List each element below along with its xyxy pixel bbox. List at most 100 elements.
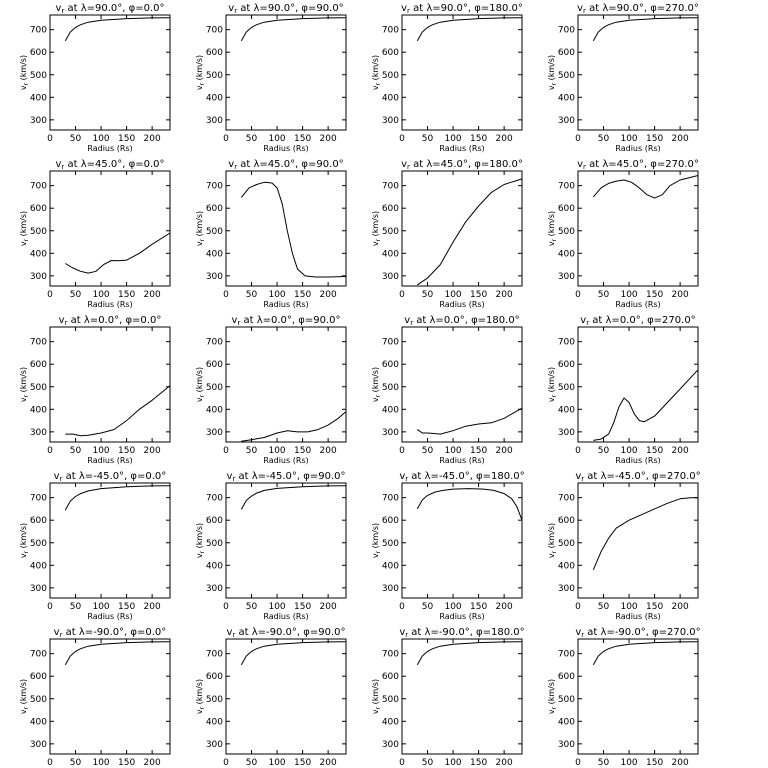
- x-axis-label: Radius (Rs): [87, 144, 132, 153]
- y-tick-label: 600: [558, 516, 575, 526]
- x-axis-label: Radius (Rs): [615, 456, 660, 465]
- y-tick-label: 300: [382, 584, 399, 594]
- x-tick-label: 150: [294, 758, 311, 768]
- chart-title: vr at λ=90.0°, φ=90.0°: [228, 3, 343, 15]
- x-tick-label: 200: [672, 446, 689, 456]
- y-tick-label: 500: [558, 227, 575, 237]
- x-axis-label: Radius (Rs): [87, 300, 132, 309]
- chart-title-text: at λ=0.0°, φ=90.0°: [240, 315, 340, 326]
- y-tick-label: 300: [206, 584, 223, 594]
- chart-title-sub: r: [61, 7, 64, 15]
- y-axis-label-sub: r: [551, 394, 558, 397]
- plot-frame: [225, 14, 347, 131]
- y-tick-label: 400: [30, 93, 47, 103]
- y-axis-label-unit: (km/s): [19, 367, 28, 395]
- y-tick-label: 400: [30, 249, 47, 259]
- y-tick-label: 400: [558, 93, 575, 103]
- y-axis-label-var: v: [195, 85, 204, 90]
- x-tick-label: 100: [268, 758, 285, 768]
- x-tick-label: 200: [144, 758, 161, 768]
- chart-title-sub: r: [405, 475, 408, 483]
- y-tick-label: 700: [382, 494, 399, 504]
- chart-panel: vr at λ=0.0°, φ=180.0°0 50 100 150 200300400…: [371, 315, 523, 465]
- x-tick-label: 0: [575, 446, 581, 456]
- y-tick-label: 400: [206, 93, 223, 103]
- y-axis-label-sub: r: [23, 82, 30, 85]
- chart-title-var: v: [577, 3, 583, 14]
- chart-panel: vr at λ=-90.0°, φ=90.0°0 50 100 150 20030040…: [195, 627, 347, 768]
- x-tick-label: 50: [70, 446, 82, 456]
- x-axis-label: Radius (Rs): [615, 612, 660, 621]
- y-axis-label-var: v: [19, 241, 28, 246]
- plot-frame: [577, 14, 699, 131]
- y-axis-label: vr (km/s): [371, 55, 382, 90]
- y-tick-label: 300: [558, 428, 575, 438]
- y-axis-label: vr (km/s): [19, 523, 30, 558]
- chart-title: vr at λ=-45.0°, φ=270.0°: [575, 471, 700, 483]
- y-tick-label: 500: [558, 71, 575, 81]
- y-tick-label: 400: [382, 717, 399, 727]
- y-axis-label-unit: (km/s): [195, 523, 204, 551]
- chart-title-text: at λ=45.0°, φ=180.0°: [410, 159, 523, 170]
- y-tick-label: 500: [30, 227, 47, 237]
- series-line: [417, 178, 523, 286]
- y-axis-label-var: v: [547, 241, 556, 246]
- y-tick-label: 400: [382, 93, 399, 103]
- y-axis-label-var: v: [19, 85, 28, 90]
- chart-title: vr at λ=-90.0°, φ=90.0°: [227, 627, 346, 639]
- y-tick-label: 600: [30, 672, 47, 682]
- y-axis-label-var: v: [371, 709, 380, 714]
- x-tick-label: 100: [444, 602, 461, 612]
- y-axis-label-unit: (km/s): [371, 679, 380, 707]
- x-tick-label: 150: [294, 290, 311, 300]
- y-tick-label: 300: [382, 740, 399, 750]
- y-axis-label-unit: (km/s): [547, 679, 556, 707]
- plot-frame: [401, 482, 523, 599]
- chart-title-sub: r: [407, 163, 410, 171]
- x-tick-label: 0: [399, 758, 405, 768]
- plot-frame: [49, 14, 171, 131]
- y-tick-label: 700: [382, 650, 399, 660]
- y-axis-label-var: v: [371, 241, 380, 246]
- x-tick-label: 100: [92, 290, 109, 300]
- y-tick-label: 600: [206, 516, 223, 526]
- y-tick-label: 300: [30, 584, 47, 594]
- y-axis-label-unit: (km/s): [19, 55, 28, 83]
- chart-title-var: v: [401, 159, 407, 170]
- y-tick-label: 700: [30, 26, 47, 36]
- x-tick-label: 100: [92, 758, 109, 768]
- chart-title-var: v: [55, 159, 61, 170]
- y-tick-label: 600: [206, 360, 223, 370]
- y-tick-label: 400: [558, 717, 575, 727]
- y-axis-label-unit: (km/s): [371, 55, 380, 83]
- y-tick-label: 700: [206, 494, 223, 504]
- y-tick-label: 500: [558, 383, 575, 393]
- chart-title-sub: r: [65, 319, 68, 327]
- chart-title-var: v: [231, 315, 237, 326]
- plot-frame: [401, 638, 523, 755]
- chart-title-sub: r: [583, 163, 586, 171]
- y-axis-label-var: v: [19, 397, 28, 402]
- y-tick-label: 400: [30, 717, 47, 727]
- y-tick-label: 300: [382, 428, 399, 438]
- y-axis-label-unit: (km/s): [371, 211, 380, 239]
- chart-title: vr at λ=-90.0°, φ=270.0°: [575, 627, 700, 639]
- chart-title: vr at λ=45.0°, φ=180.0°: [401, 159, 523, 171]
- y-axis-label: vr (km/s): [547, 367, 558, 402]
- chart-title: vr at λ=0.0°, φ=90.0°: [231, 315, 340, 327]
- y-tick-label: 500: [30, 695, 47, 705]
- x-tick-label: 200: [320, 602, 337, 612]
- x-tick-label: 50: [598, 290, 610, 300]
- series-line: [417, 407, 523, 435]
- x-tick-label: 150: [294, 134, 311, 144]
- x-tick-label: 100: [620, 134, 637, 144]
- y-tick-label: 600: [558, 672, 575, 682]
- y-tick-label: 700: [558, 26, 575, 36]
- x-tick-label: 200: [144, 446, 161, 456]
- y-axis-label: vr (km/s): [547, 55, 558, 90]
- y-tick-label: 300: [558, 584, 575, 594]
- x-tick-label: 150: [118, 134, 135, 144]
- chart-title: vr at λ=-45.0°, φ=0.0°: [54, 471, 167, 483]
- chart-title-text: at λ=45.0°, φ=270.0°: [586, 159, 699, 170]
- x-tick-label: 100: [620, 290, 637, 300]
